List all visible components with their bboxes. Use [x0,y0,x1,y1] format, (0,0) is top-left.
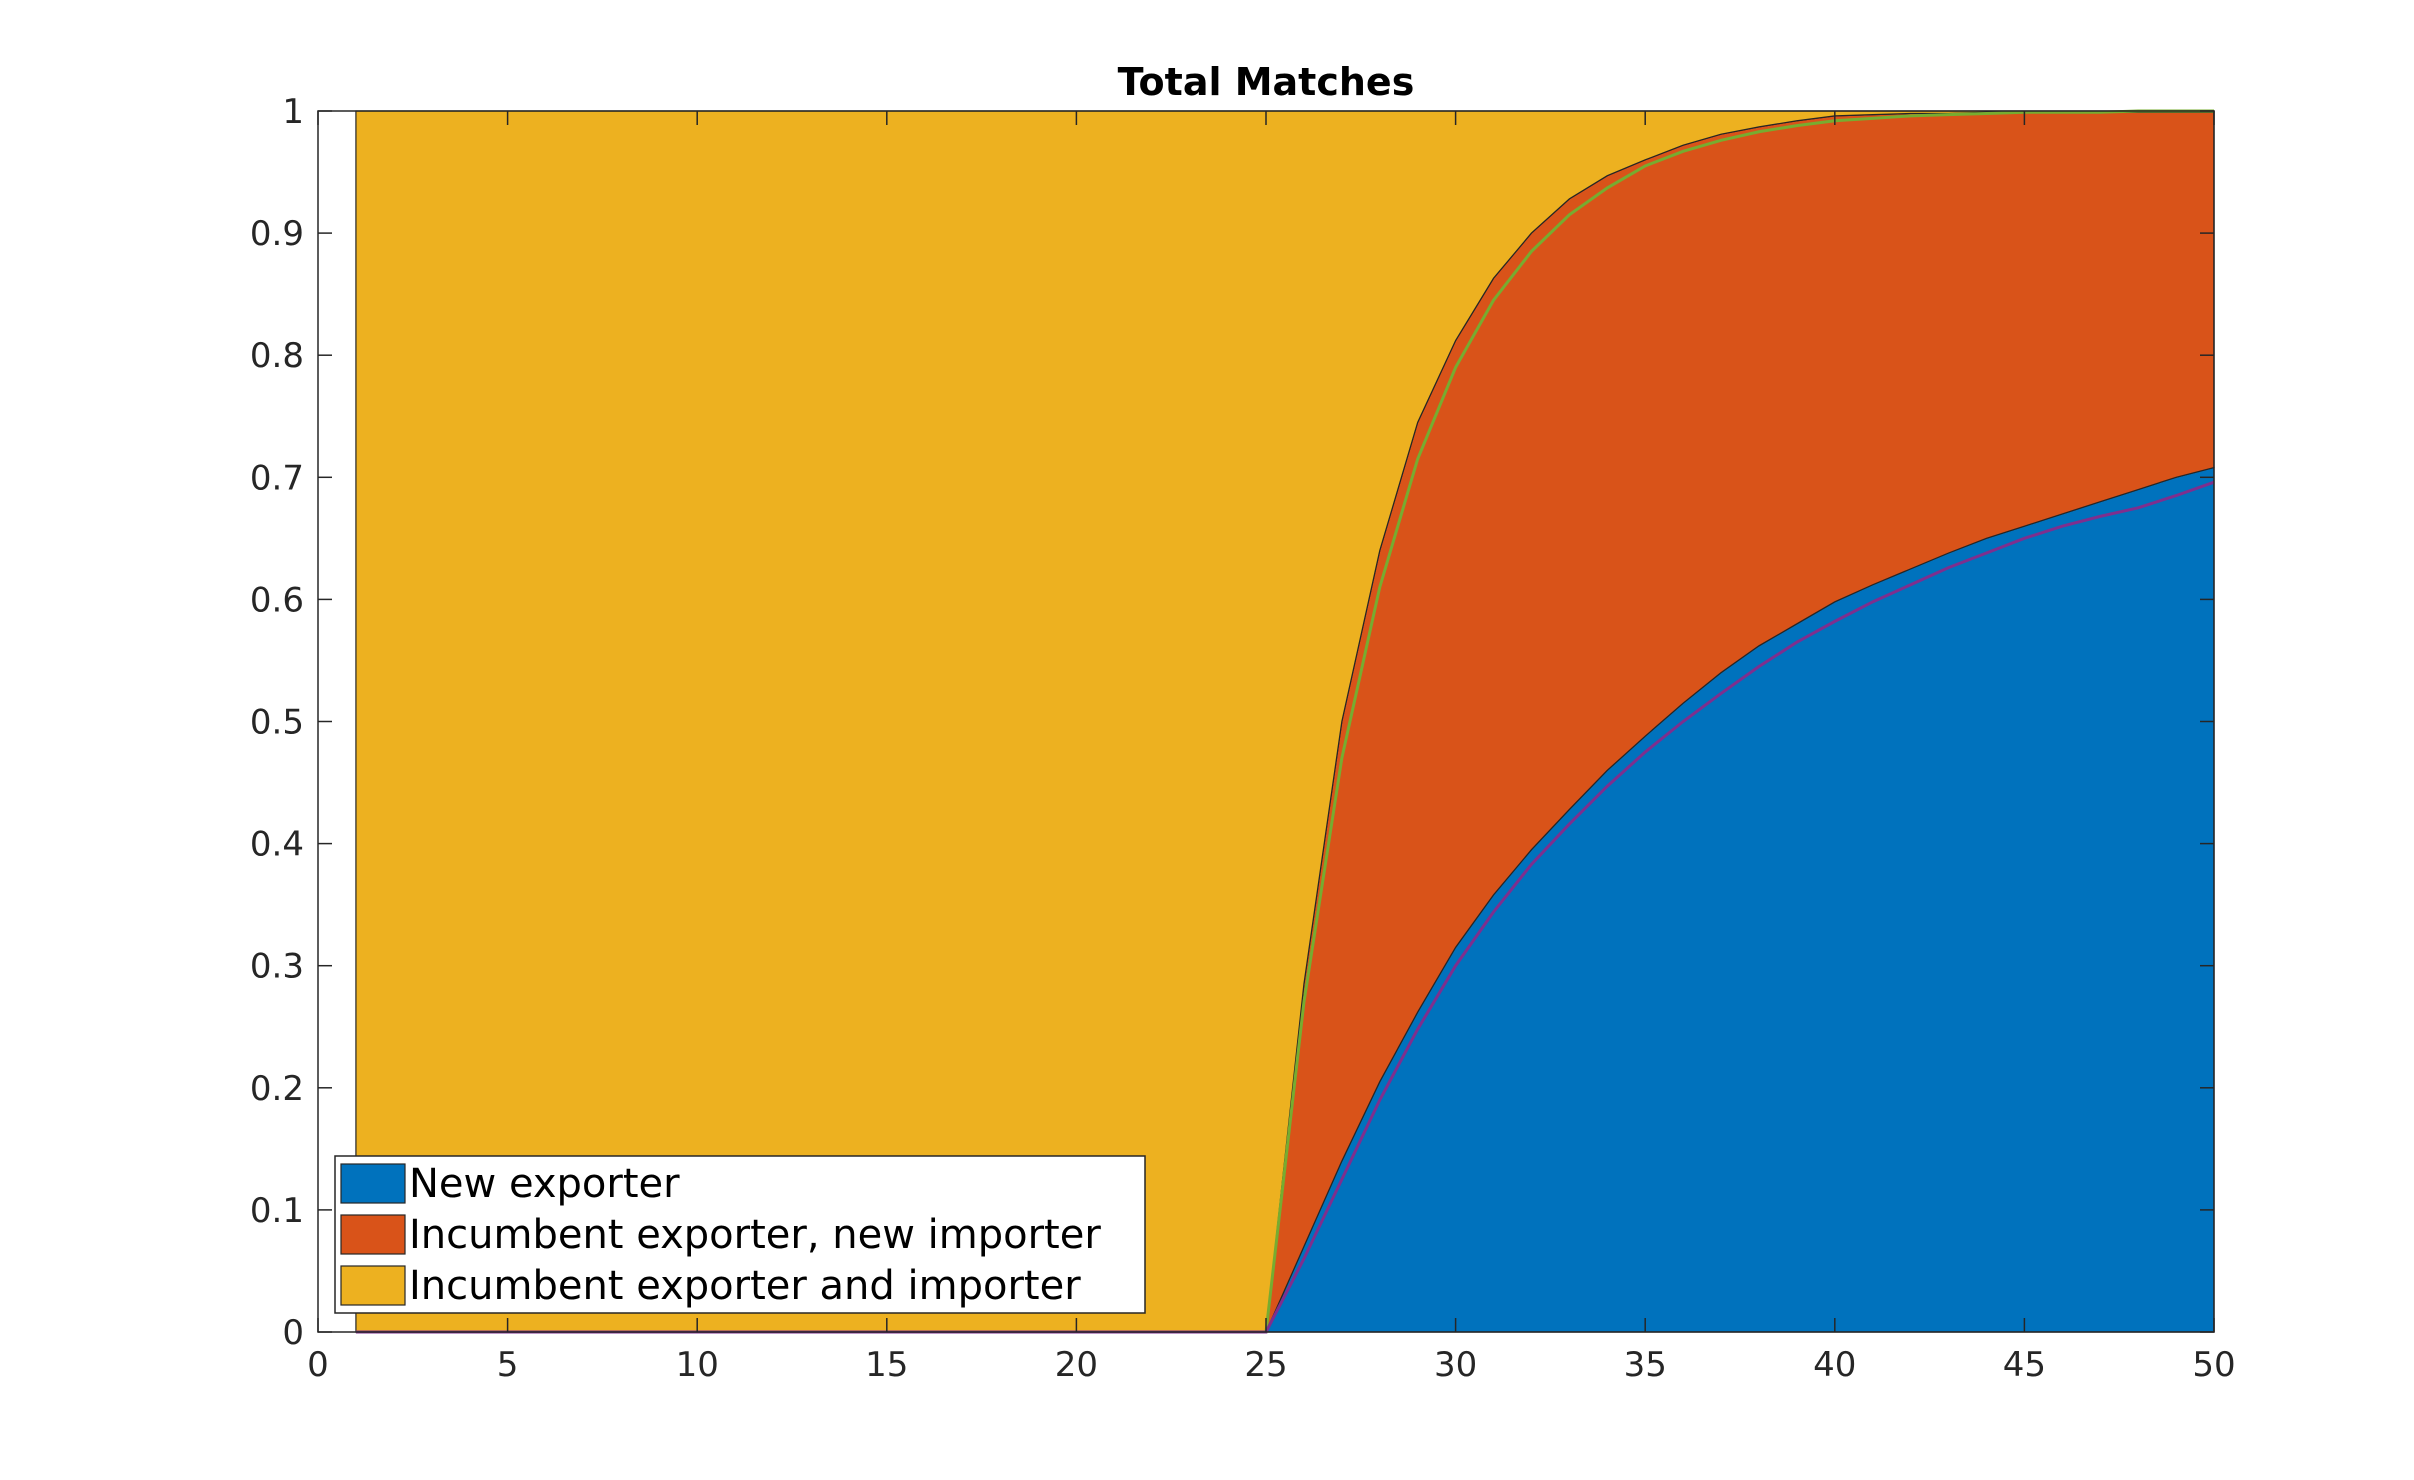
x-tick-label: 10 [676,1345,719,1385]
legend-swatch [340,1163,406,1204]
y-tick-label: 0.9 [250,214,304,254]
y-axis: 0 0.1 0.2 0.3 0.4 0.5 0.6 0.7 0.8 0.9 1 [250,92,2214,1353]
y-tick-label: 1 [282,92,304,132]
x-tick-label: 20 [1055,1345,1098,1385]
x-tick-label: 15 [865,1345,908,1385]
y-tick-label: 0.6 [250,580,304,620]
y-tick-label: 0.3 [250,947,304,987]
legend-label: New exporter [409,1161,680,1207]
legend-swatch [340,1214,406,1255]
y-tick-label: 0.4 [250,825,304,865]
chart-title: Total Matches [1118,60,1415,104]
legend-box [334,1155,1146,1314]
legend-swatch [340,1265,406,1306]
x-tick-label: 0 [307,1345,329,1385]
legend-label: Incumbent exporter and importer [409,1263,1081,1309]
x-tick-label: 50 [2192,1345,2235,1385]
x-tick-label: 35 [1624,1345,1667,1385]
x-tick-label: 40 [1813,1345,1856,1385]
x-tick-label: 45 [2003,1345,2046,1385]
stacked-areas [355,110,2215,1333]
y-tick-label: 0.5 [250,703,304,743]
y-tick-label: 0.7 [250,458,304,498]
y-tick-label: 0.8 [250,336,304,376]
legend: New exporter Incumbent exporter, new impo… [334,1155,1146,1314]
x-axis: 0 5 10 15 20 25 30 35 40 45 50 [307,111,2236,1385]
x-tick-label: 30 [1434,1345,1477,1385]
y-tick-label: 0.2 [250,1069,304,1109]
legend-label: Incumbent exporter, new importer [409,1212,1101,1258]
y-tick-label: 0.1 [250,1191,304,1231]
y-tick-label: 0 [282,1313,304,1353]
x-tick-label: 25 [1244,1345,1287,1385]
x-tick-label: 5 [497,1345,519,1385]
